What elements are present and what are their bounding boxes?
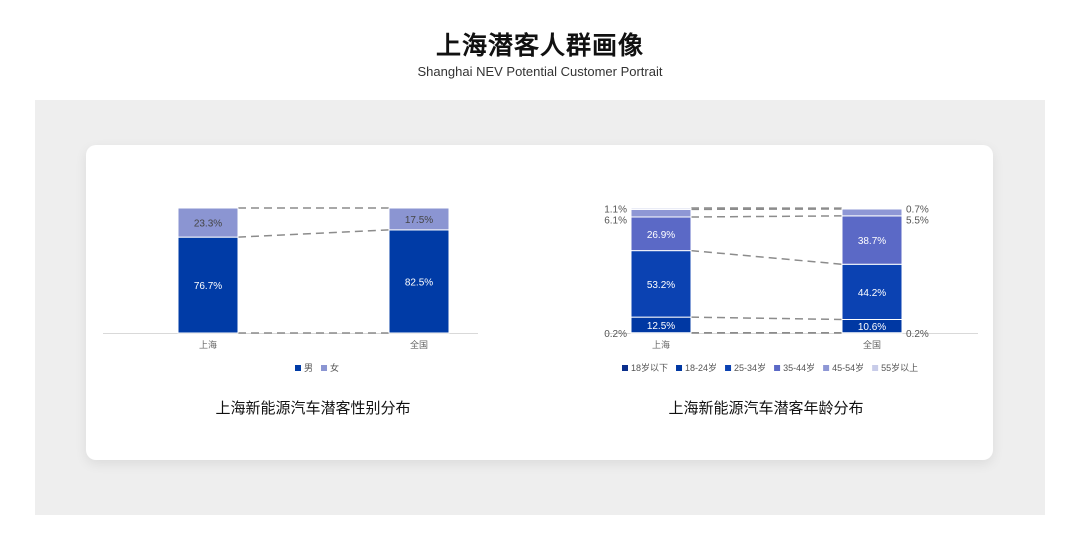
category-label: 上海	[199, 339, 217, 350]
connector-line	[690, 316, 843, 321]
data-label: 6.1%	[604, 216, 627, 227]
legend-label: 女	[330, 362, 339, 373]
data-label: 0.2%	[906, 329, 929, 340]
connector-line	[690, 215, 843, 218]
legend-swatch	[872, 365, 879, 371]
data-label: 26.9%	[647, 230, 675, 241]
data-label: 5.5%	[906, 216, 929, 227]
category-label: 上海	[652, 339, 670, 350]
gender-chart: 76.7% 23.3% 上海 82.5% 17.5% 全国男 女	[103, 207, 478, 373]
age-chart: 12.5% 53.2% 26.9% 0.2% 6.1%1.1% 上海 10.6% 44.2% 3…	[604, 205, 978, 373]
category-label: 全国	[410, 339, 428, 350]
legend-swatch	[321, 365, 328, 371]
bar-segment	[630, 250, 692, 318]
bar-segment	[177, 207, 239, 238]
data-label: 76.7%	[194, 281, 222, 292]
data-label: 1.1%	[604, 205, 627, 216]
bar-segment	[630, 207, 692, 210]
gender-chart-caption: 上海新能源汽车潜客性别分布	[215, 399, 411, 417]
legend-label: 55岁以上	[881, 362, 918, 373]
legend-label: 25-34岁	[734, 362, 766, 373]
connector-line	[690, 249, 843, 265]
connector-line	[237, 229, 390, 238]
legend-swatch	[676, 365, 683, 371]
legend-swatch	[823, 365, 830, 371]
data-label: 23.3%	[194, 219, 222, 230]
data-label: 82.5%	[405, 277, 433, 288]
legend-label: 18-24岁	[685, 362, 717, 373]
legend-label: 45-54岁	[832, 362, 864, 373]
data-label: 44.2%	[858, 288, 886, 299]
legend-swatch	[622, 365, 628, 371]
data-label: 17.5%	[405, 215, 433, 226]
page-subtitle: Shanghai NEV Potential Customer Portrait	[417, 64, 663, 79]
data-label: 53.2%	[647, 280, 675, 291]
bar-segment	[388, 207, 450, 231]
category-label: 全国	[863, 339, 881, 350]
legend-label: 18岁以下	[631, 362, 668, 373]
legend-label: 男	[304, 363, 313, 373]
bar-segment	[388, 229, 450, 334]
bar-segment	[177, 236, 239, 334]
legend-swatch	[295, 365, 301, 371]
page-title: 上海潜客人群画像	[435, 31, 644, 60]
bar-segment	[630, 208, 692, 218]
bar-segment	[841, 215, 903, 265]
legend-swatch	[725, 365, 732, 371]
data-label: 38.7%	[858, 236, 886, 247]
legend-swatch	[774, 365, 781, 371]
legend-label: 35-44岁	[783, 362, 815, 373]
data-label: 0.7%	[906, 205, 929, 216]
bar-segment	[841, 207, 903, 210]
data-label: 0.2%	[604, 329, 627, 340]
bar-segment	[841, 208, 903, 217]
data-label: 10.6%	[858, 322, 886, 333]
bar-segment	[630, 216, 692, 252]
data-label: 12.5%	[647, 321, 675, 332]
age-chart-caption: 上海新能源汽车潜客年龄分布	[668, 399, 864, 417]
